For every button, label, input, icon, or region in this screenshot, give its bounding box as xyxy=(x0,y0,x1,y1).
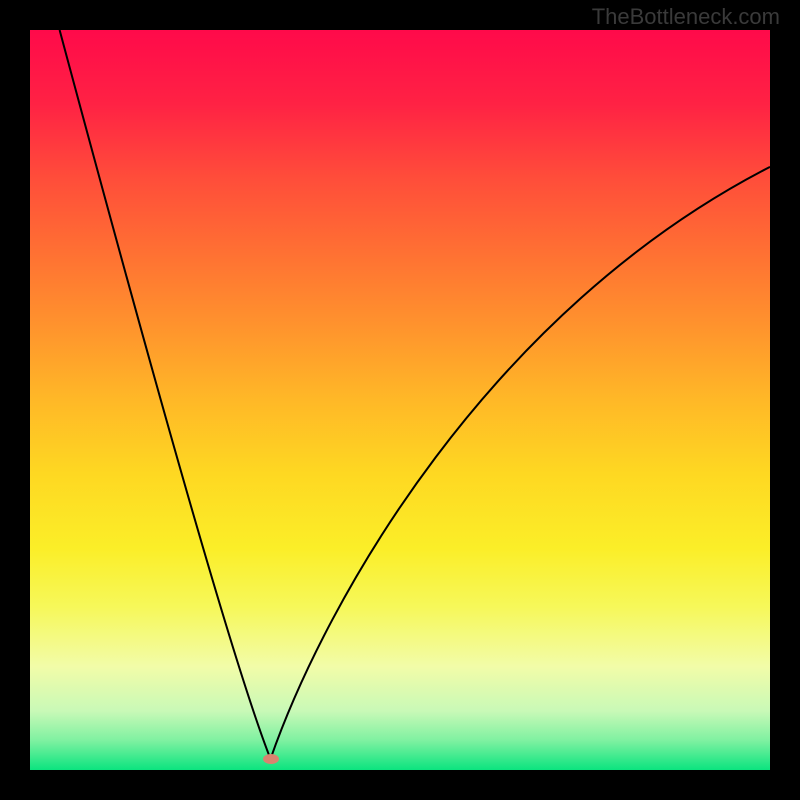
bottleneck-curve xyxy=(60,30,770,759)
watermark-text: TheBottleneck.com xyxy=(592,4,780,30)
vertex-marker xyxy=(263,754,279,764)
curve-overlay xyxy=(30,30,770,770)
plot-area xyxy=(30,30,770,770)
chart-container: TheBottleneck.com xyxy=(0,0,800,800)
